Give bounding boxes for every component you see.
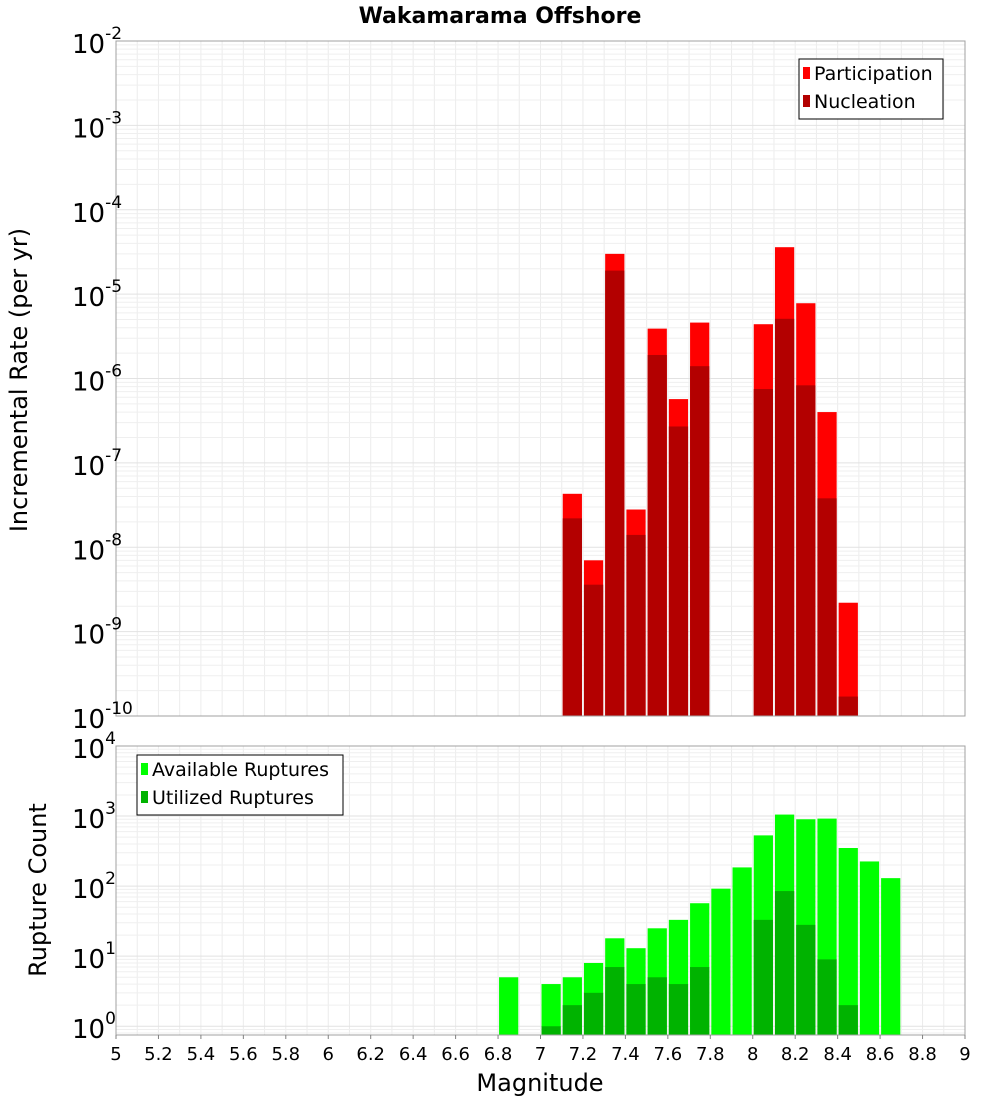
top-plot: 10-10 10-9 10-8 10-7 10-6 10-5 10-4 10-3 10-2 Par… <box>72 24 966 735</box>
x-tick-label: 5.2 <box>144 1044 173 1065</box>
bottom-bar-available-ruptures <box>732 867 752 1035</box>
x-tick-label: 6.2 <box>356 1044 385 1065</box>
bottom-bar-utilized-ruptures <box>583 992 604 1035</box>
bottom-legend-label: Available Ruptures <box>152 759 329 781</box>
top-legend-swatch <box>803 67 810 79</box>
x-tick-label: 7.8 <box>696 1044 725 1065</box>
top-legend-label: Participation <box>814 63 933 85</box>
top-legend-swatch <box>803 95 810 107</box>
top-bars <box>562 247 858 716</box>
top-legend-label: Nucleation <box>814 91 916 113</box>
bottom-y-tick-label: 103 <box>72 799 116 835</box>
top-bar-participation <box>838 602 858 716</box>
bottom-bar-utilized-ruptures <box>838 1005 858 1035</box>
bottom-legend-box <box>136 754 344 816</box>
top-legend-box <box>798 58 944 120</box>
top-legend: Participation Nucleation <box>798 58 944 120</box>
top-y-axis-label: Incremental Rate (per yr) <box>5 228 33 532</box>
top-y-tick-label: 10-5 <box>72 277 122 313</box>
top-bar-nucleation <box>605 270 625 716</box>
bottom-bars <box>499 814 901 1035</box>
top-y-tick-label: 10-4 <box>72 193 122 229</box>
bottom-bar-utilized-ruptures <box>690 967 710 1035</box>
top-y-tick-label: 10-10 <box>72 699 133 735</box>
x-tick-label: 5 <box>110 1044 121 1065</box>
bottom-bar-available-ruptures <box>859 861 880 1035</box>
bottom-bar-utilized-ruptures <box>796 924 816 1035</box>
top-y-tick-label: 10-8 <box>72 530 122 566</box>
x-tick-label: 6.8 <box>484 1044 513 1065</box>
top-y-tick-label: 10-6 <box>72 362 122 398</box>
bottom-bar-utilized-ruptures <box>541 1026 561 1035</box>
bottom-y-tick-label: 104 <box>72 729 116 765</box>
x-tick-label: 7.2 <box>569 1044 598 1065</box>
x-tick-label: 6.4 <box>399 1044 428 1065</box>
top-bar-nucleation <box>690 366 710 716</box>
top-y-tick-label: 10-7 <box>72 446 122 482</box>
x-tick-label: 8.8 <box>908 1044 937 1065</box>
x-tick-label: 7.6 <box>654 1044 683 1065</box>
bottom-bar-utilized-ruptures <box>817 959 837 1035</box>
bottom-y-axis-label: Rupture Count <box>24 803 52 977</box>
bottom-bar-utilized-ruptures <box>647 977 667 1035</box>
x-tick-label: 6 <box>323 1044 334 1065</box>
x-tick-label: 7.4 <box>611 1044 640 1065</box>
top-bar-nucleation <box>774 318 795 716</box>
bottom-y-tick-label: 101 <box>72 939 116 975</box>
top-bar-nucleation <box>562 518 582 716</box>
bottom-bar-available-ruptures <box>499 977 519 1035</box>
x-tick-label: 5.8 <box>271 1044 300 1065</box>
top-bar-nucleation <box>583 584 604 716</box>
top-y-tick-label: 10-3 <box>72 108 122 144</box>
bottom-y-tick-label: 100 <box>72 1009 116 1045</box>
bottom-plot: 100 101 102 103 104 5 5.2 5.4 5.6 5.8 6 6.2 6.4 6.6 6.… <box>72 729 971 1065</box>
x-tick-label: 8.4 <box>823 1044 852 1065</box>
bottom-y-tick-label: 102 <box>72 869 116 905</box>
bottom-bar-utilized-ruptures <box>774 891 795 1035</box>
top-bar-nucleation <box>753 389 773 716</box>
bottom-bar-available-ruptures <box>881 878 901 1035</box>
bottom-legend-swatch <box>141 763 148 775</box>
bottom-bar-utilized-ruptures <box>605 967 625 1035</box>
chart-title: Wakamarama Offshore <box>359 4 642 29</box>
bottom-bar-utilized-ruptures <box>626 984 646 1035</box>
x-tick-label: 5.6 <box>229 1044 258 1065</box>
top-grid <box>115 40 966 717</box>
top-bar-nucleation <box>647 354 667 716</box>
top-bar-nucleation <box>817 498 837 716</box>
top-bar-nucleation <box>796 385 816 716</box>
x-tick-label: 5.4 <box>187 1044 216 1065</box>
bottom-bar-available-ruptures <box>541 984 561 1035</box>
bottom-legend-swatch <box>141 791 148 803</box>
x-tick-label: 9 <box>959 1044 970 1065</box>
bottom-bar-utilized-ruptures <box>668 984 689 1035</box>
x-tick-label: 8.2 <box>781 1044 810 1065</box>
top-y-tick-label: 10-9 <box>72 615 122 651</box>
top-bar-nucleation <box>838 696 858 716</box>
top-y-tick-label: 10-2 <box>72 24 122 60</box>
bottom-bar-available-ruptures <box>838 848 858 1035</box>
x-tick-label: 7 <box>535 1044 546 1065</box>
x-tick-label: 8 <box>747 1044 758 1065</box>
bottom-bar-utilized-ruptures <box>562 1005 582 1035</box>
x-tick-label: 6.6 <box>441 1044 470 1065</box>
bottom-legend-label: Utilized Ruptures <box>152 787 314 809</box>
x-tick-label: 8.6 <box>866 1044 895 1065</box>
top-plot-frame <box>115 40 966 717</box>
bottom-legend: Available Ruptures Utilized Ruptures <box>136 754 344 816</box>
top-bar-nucleation <box>626 534 646 716</box>
bottom-bar-available-ruptures <box>711 888 731 1035</box>
x-axis-label: Magnitude <box>476 1069 603 1097</box>
top-bar-nucleation <box>668 426 689 716</box>
bottom-bar-utilized-ruptures <box>753 919 773 1035</box>
